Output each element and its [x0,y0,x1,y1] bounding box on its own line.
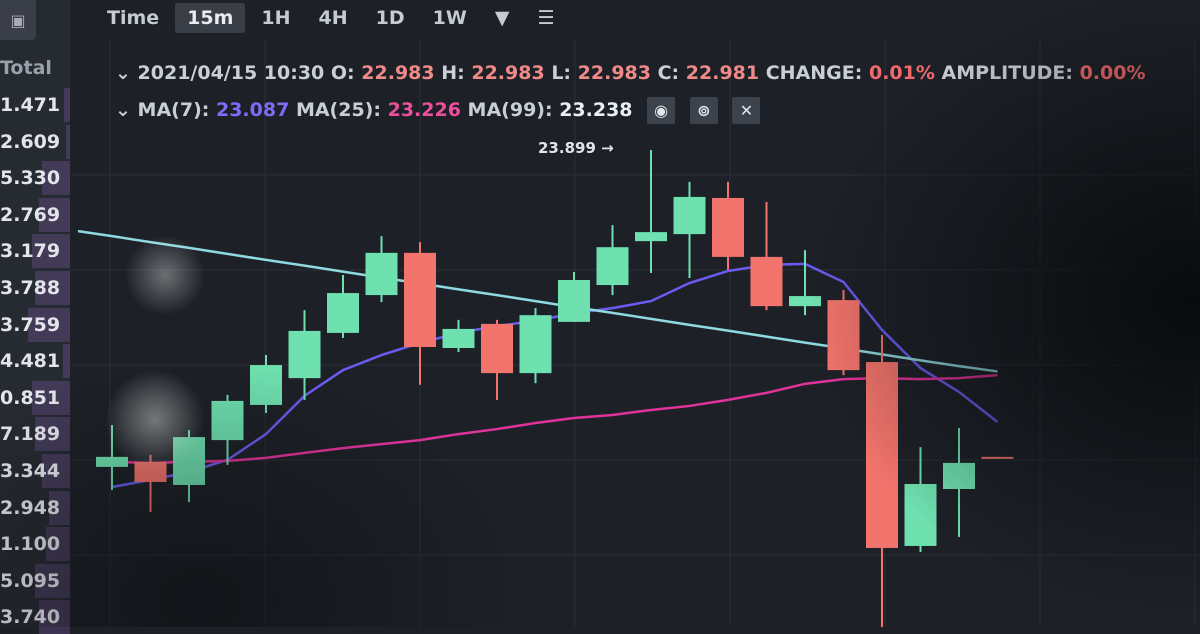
candle-up [365,252,398,296]
close-icon[interactable]: ✕ [732,97,761,124]
candle-up [558,280,590,322]
change-value: 0.01% [868,62,935,84]
eye-icon[interactable]: ◉ [647,97,676,124]
close-value: 22.981 [685,62,760,84]
candle-up [288,330,321,379]
interval-1w-button[interactable]: 1W [432,7,467,29]
candle-down [481,323,513,374]
high-marker-value: 23.899 [538,139,596,157]
ma99-label: MA(99): [467,99,553,121]
candle-down [134,461,167,482]
close-label: C: [657,62,680,84]
candle-up [789,296,821,307]
ohlc-info-bar: ⌄ 2021/04/15 10:30 O: 22.983 H: 22.983 L… [115,62,1146,84]
high-marker-label: 23.899 → [538,139,614,157]
candle-up [904,483,937,546]
arrow-right-icon: → [601,139,614,157]
chevron-down-icon[interactable]: ⌄ [115,99,131,121]
interval-1h-button[interactable]: 1H [261,7,291,29]
candle-up [327,293,359,333]
candle-down [827,300,860,371]
candle-up [519,315,552,374]
candle-down [712,197,744,257]
settings-icon[interactable]: ⊚ [689,97,718,124]
low-value: 22.983 [577,62,651,84]
candle-down [404,252,436,347]
ma99-value: 23.238 [559,99,633,121]
candle-up [250,365,282,405]
sliders-icon[interactable]: ☰ [537,7,555,29]
candle-up [442,328,475,348]
ma25-label: MA(25): [295,99,381,121]
candle-up [673,196,706,235]
chevron-down-icon[interactable]: ⌄ [115,62,131,84]
ma7-label: MA(7): [137,99,210,121]
ma25-value: 23.226 [387,99,461,121]
ma7-value: 23.087 [215,99,290,121]
candle-up [943,462,975,490]
open-label: O: [330,62,355,84]
amplitude-value: 0.00% [1079,62,1146,84]
candle-up [211,400,244,441]
candle-up [173,437,205,485]
change-label: CHANGE: [765,62,863,84]
interval-1d-button[interactable]: 1D [375,7,405,29]
candle-up [596,247,629,286]
amplitude-label: AMPLITUDE: [941,62,1073,84]
high-label: H: [441,62,465,84]
ma-line-ma7 [111,262,999,489]
low-label: L: [551,62,572,84]
interval-15m-button[interactable]: 15m [175,3,246,33]
candle-down [750,256,783,307]
time-button[interactable]: Time [107,7,160,29]
triangle-down-icon[interactable]: ▼ [494,7,510,29]
datetime: 2021/04/15 10:30 [137,62,325,84]
candle-down [866,362,898,548]
candle-up [635,232,667,242]
candle-up [96,456,128,467]
high-value: 22.983 [471,62,545,84]
ma-info-bar: ⌄ MA(7): 23.087 MA(25): 23.226 MA(99): 2… [115,97,761,124]
open-value: 22.983 [361,62,435,84]
interval-4h-button[interactable]: 4H [318,7,348,29]
interval-toolbar: Time 15m 1H 4H 1D 1W ▼ ☰ [95,0,571,36]
candle-down [981,456,1014,459]
